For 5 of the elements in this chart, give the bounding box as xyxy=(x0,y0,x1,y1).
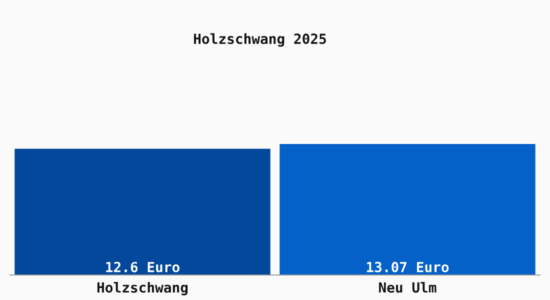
x-tick-label: Holzschwang xyxy=(97,282,188,296)
data-label: 13.07 Euro xyxy=(366,262,449,272)
x-tick-label: Neu Ulm xyxy=(379,282,436,293)
data-label: 12.6 Euro xyxy=(106,262,180,272)
chart-title: Holzschwang 2025 xyxy=(194,33,326,47)
